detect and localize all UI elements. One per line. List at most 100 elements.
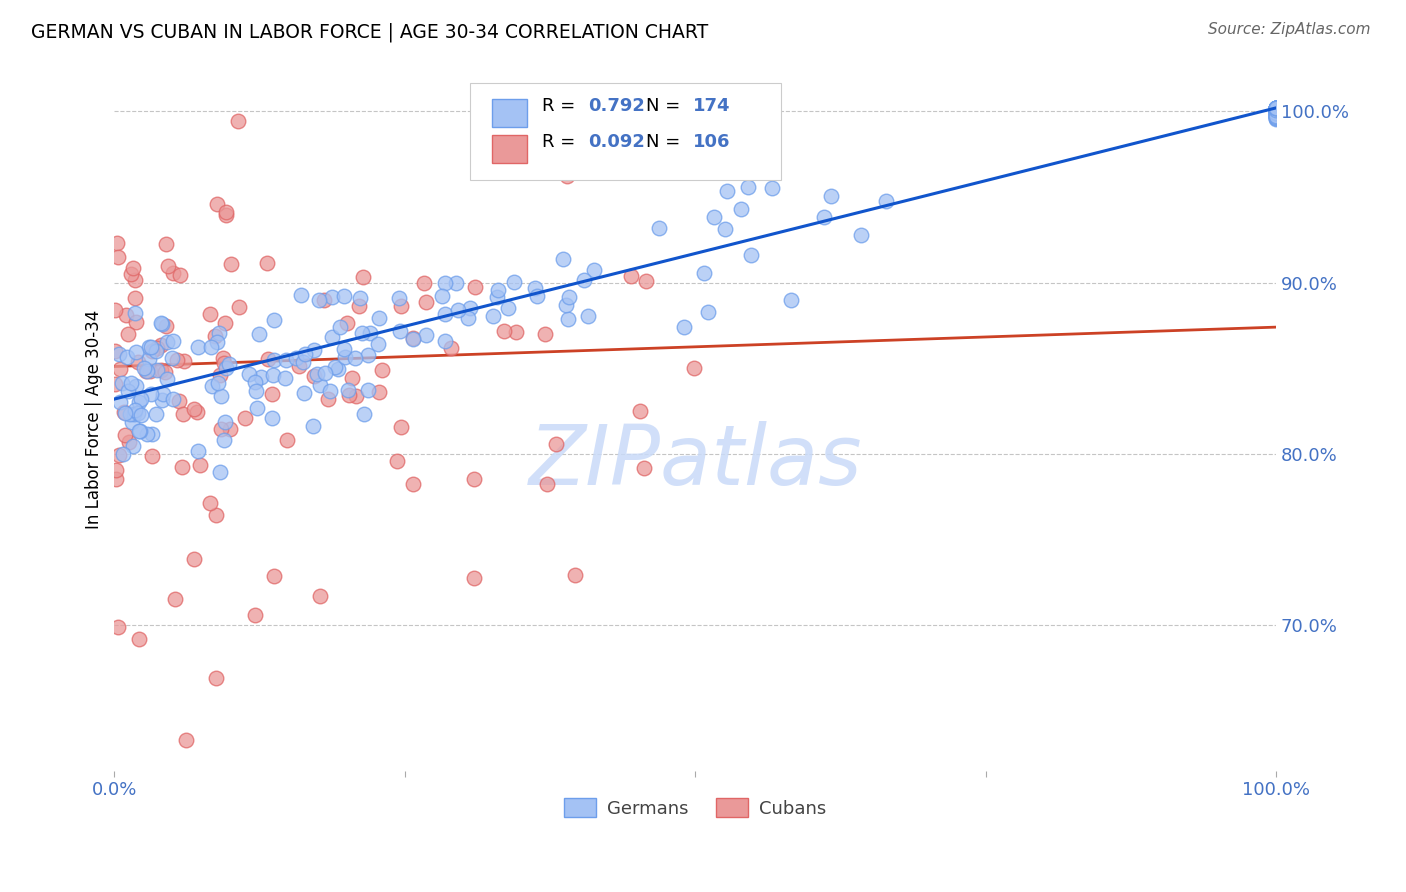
Point (572, 273, 595, 287)
Point (135, 364, 157, 378)
Point (464, 280, 486, 294)
Point (1265, 109, 1288, 123)
Point (141, 343, 163, 358)
Point (534, 326, 557, 341)
Point (344, 389, 367, 403)
Point (124, 315, 146, 329)
Point (246, 401, 269, 415)
Point (1265, 109, 1288, 123)
Point (1265, 103, 1288, 117)
Point (111, 447, 134, 461)
Point (1265, 103, 1288, 118)
Point (319, 384, 342, 398)
Point (172, 460, 194, 475)
Point (371, 363, 394, 377)
Point (434, 334, 457, 348)
Point (389, 324, 412, 338)
Point (302, 369, 325, 384)
Point (256, 255, 278, 269)
Point (352, 326, 374, 340)
Point (228, 300, 250, 314)
Point (290, 288, 312, 302)
Point (336, 316, 359, 330)
Point (523, 281, 546, 295)
Point (357, 383, 380, 397)
Point (205, 508, 228, 523)
Point (129, 408, 152, 422)
Point (104, 303, 127, 318)
Point (274, 370, 297, 384)
Point (1265, 111, 1288, 125)
Point (536, 477, 558, 491)
Point (321, 290, 343, 304)
FancyBboxPatch shape (492, 136, 527, 163)
Point (333, 289, 356, 303)
Point (813, 210, 835, 224)
Point (135, 426, 157, 441)
Point (219, 257, 242, 271)
Point (349, 299, 371, 313)
Point (305, 367, 328, 381)
Point (156, 372, 179, 386)
Point (200, 340, 222, 354)
Point (152, 386, 174, 401)
Point (249, 369, 271, 384)
Point (292, 354, 315, 368)
Point (187, 444, 209, 458)
Point (139, 340, 162, 354)
Point (486, 283, 509, 297)
Point (124, 403, 146, 417)
Point (401, 331, 423, 345)
Point (110, 361, 132, 376)
Point (214, 434, 236, 448)
Point (162, 334, 184, 348)
Point (636, 274, 658, 288)
Point (215, 361, 238, 376)
Point (155, 334, 177, 349)
Point (1265, 112, 1288, 126)
Point (352, 270, 374, 285)
Point (124, 291, 146, 305)
Point (367, 311, 389, 326)
Point (1265, 102, 1288, 116)
Point (205, 335, 228, 350)
Point (526, 289, 548, 303)
Point (696, 305, 718, 319)
Point (209, 465, 232, 479)
Point (1265, 106, 1288, 120)
Point (262, 410, 284, 425)
Point (108, 448, 131, 462)
Point (292, 386, 315, 401)
Point (402, 476, 425, 491)
Point (1265, 101, 1288, 115)
Text: Source: ZipAtlas.com: Source: ZipAtlas.com (1208, 22, 1371, 37)
Point (157, 259, 180, 273)
Point (503, 275, 526, 289)
Point (215, 208, 238, 222)
Point (619, 269, 641, 284)
Point (1265, 101, 1288, 115)
Point (125, 345, 148, 359)
Point (336, 383, 359, 397)
Point (463, 472, 485, 486)
Point (209, 389, 232, 403)
Point (849, 227, 872, 242)
Point (150, 316, 173, 330)
Point (263, 569, 285, 583)
Point (288, 359, 311, 374)
Point (245, 384, 267, 399)
Point (117, 384, 139, 398)
Point (155, 366, 177, 380)
Point (150, 338, 173, 352)
Point (389, 299, 412, 313)
Point (162, 392, 184, 406)
Point (444, 276, 467, 290)
Point (204, 671, 226, 685)
Point (359, 326, 381, 340)
Point (212, 355, 235, 369)
Point (141, 426, 163, 441)
Point (415, 328, 437, 343)
Point (486, 290, 509, 304)
Point (1265, 101, 1288, 115)
Point (1265, 107, 1288, 121)
